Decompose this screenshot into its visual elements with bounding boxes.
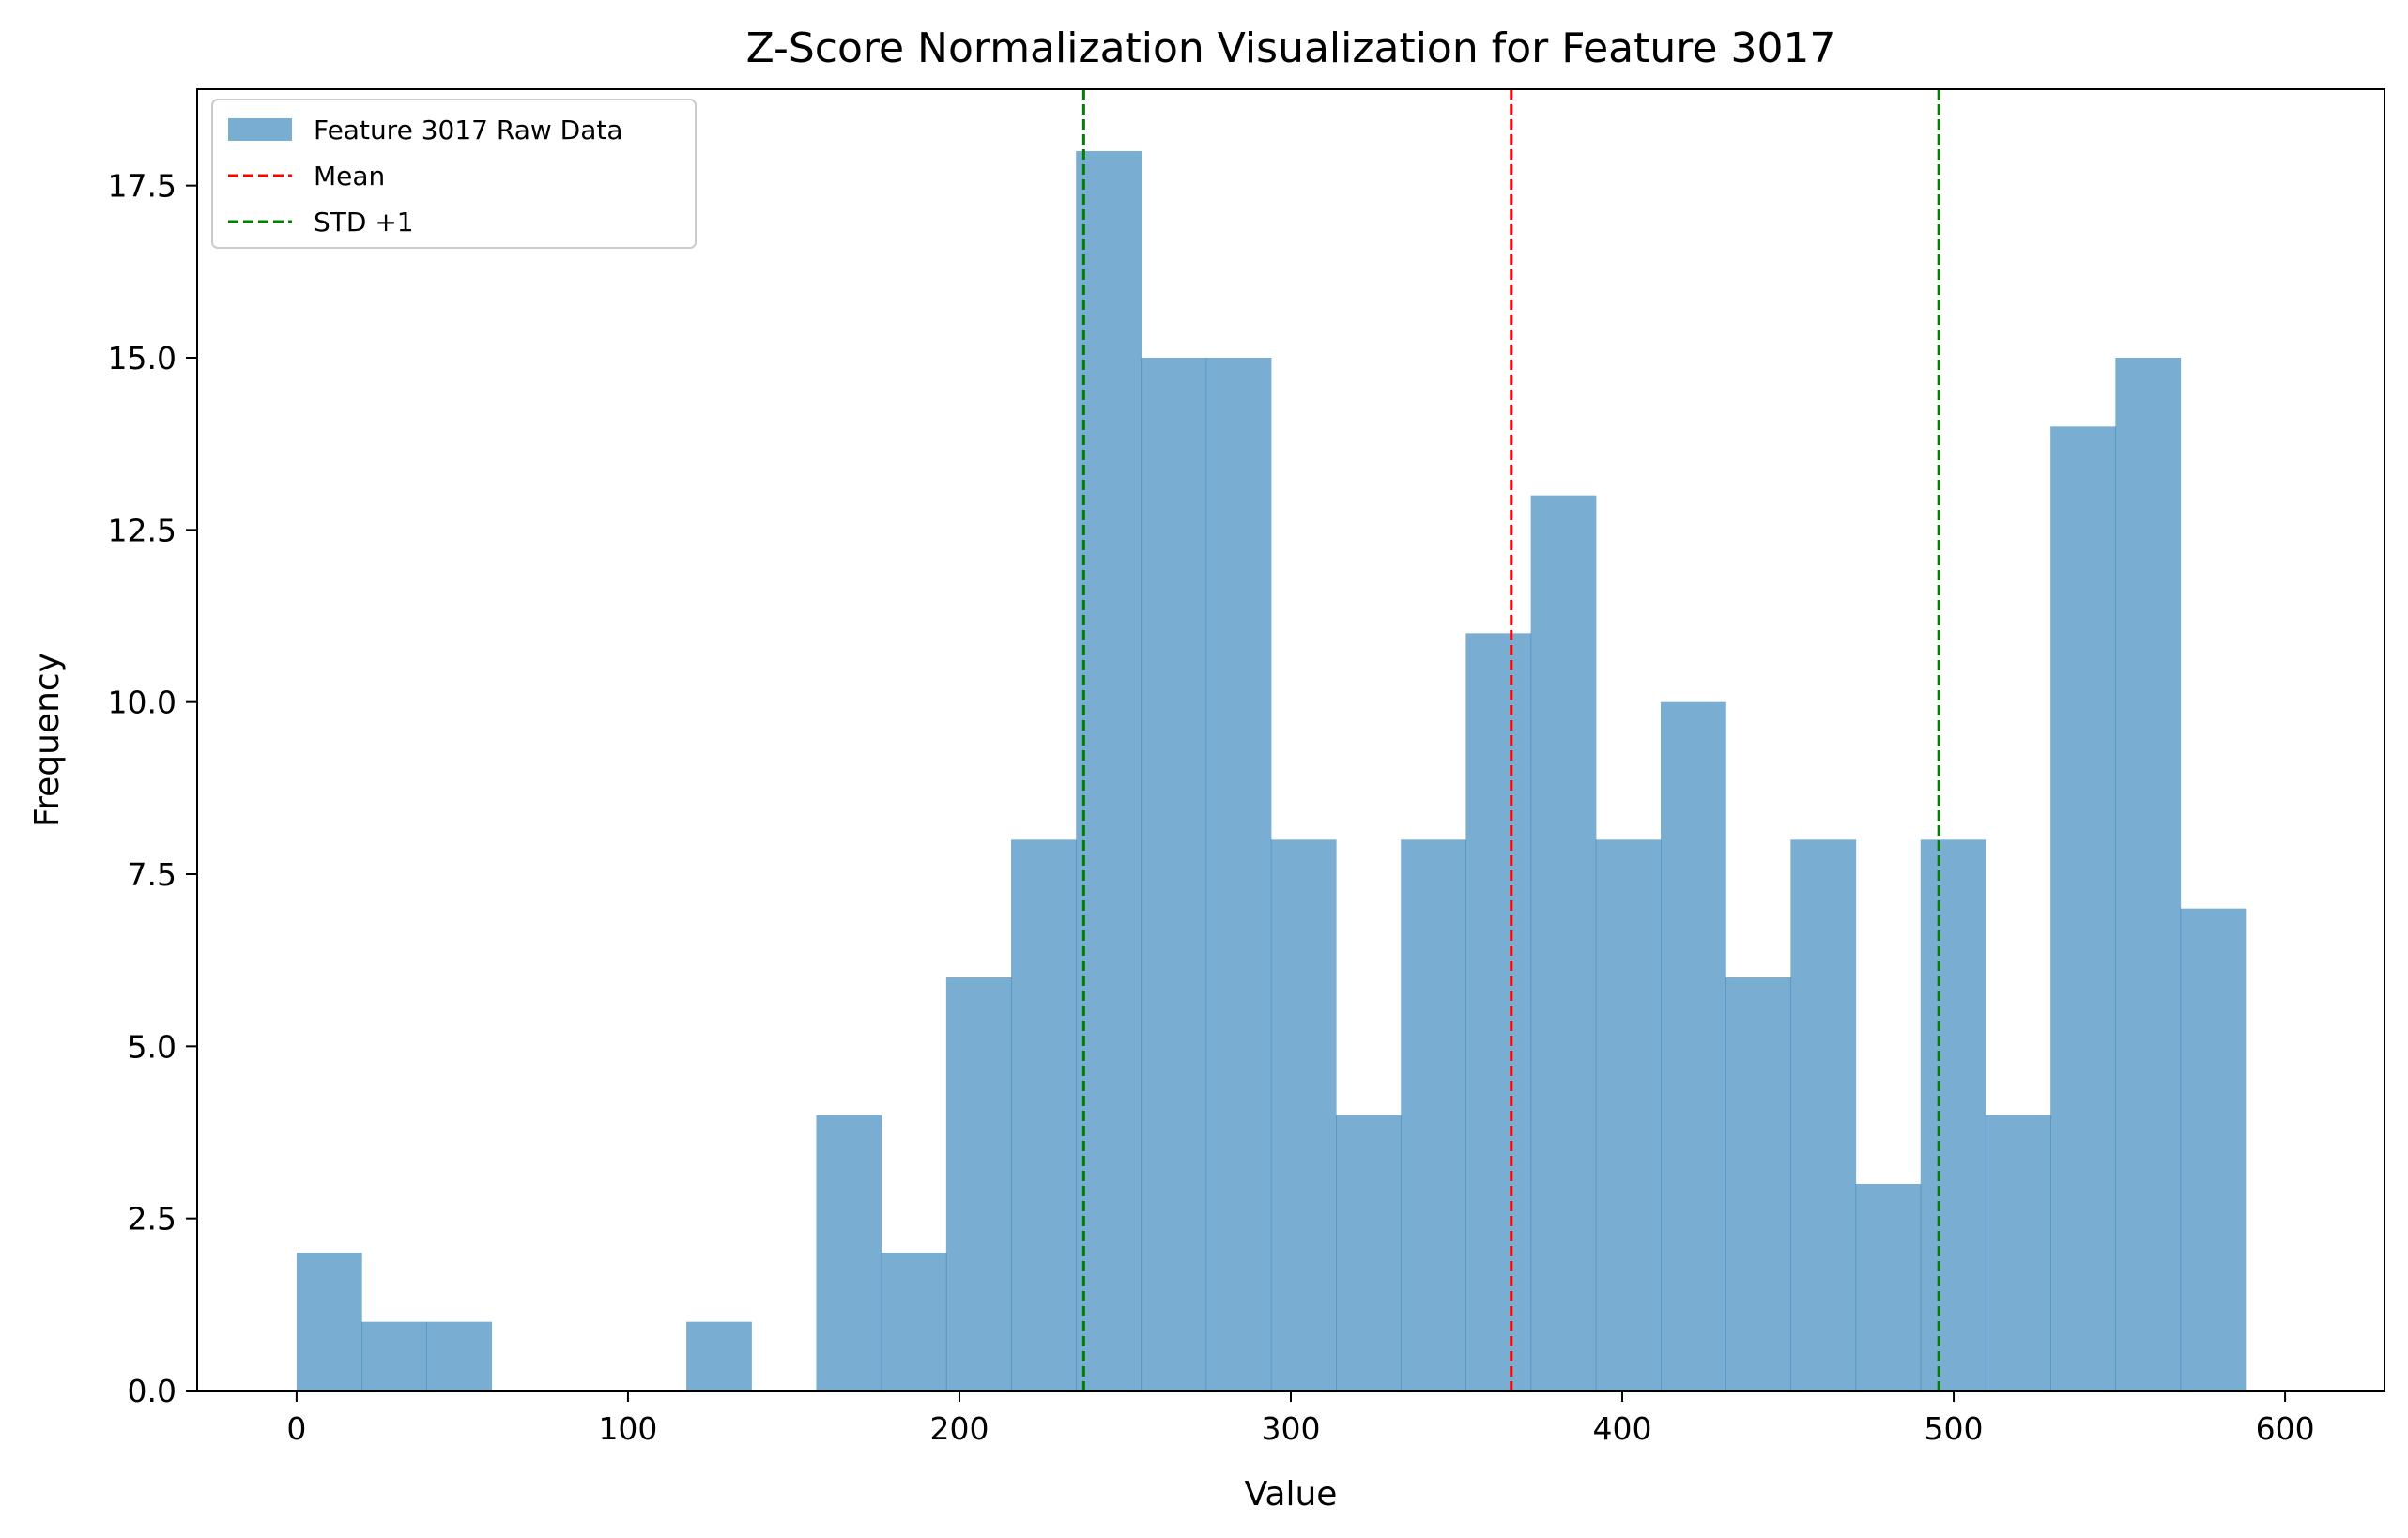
histogram-bar <box>1725 977 1791 1391</box>
histogram-bar <box>2050 426 2116 1391</box>
histogram-bar <box>2180 908 2247 1391</box>
histogram-bar <box>1855 1184 1922 1391</box>
legend: Feature 3017 Raw Data Mean STD +1 <box>211 99 697 249</box>
legend-box <box>211 99 697 249</box>
reference-lines <box>1081 89 1940 1391</box>
histogram-bars <box>296 151 2247 1391</box>
histogram-bar <box>1595 839 1662 1391</box>
histogram-bar <box>1465 633 1532 1391</box>
histogram-bar <box>1920 839 1986 1391</box>
x-tick-label: 200 <box>929 1410 989 1447</box>
histogram-bar <box>686 1321 752 1391</box>
x-axis-ticks: 0 100 200 300 400 500 600 <box>286 1391 2315 1447</box>
x-axis-label: Value <box>1245 1475 1338 1514</box>
legend-label-mean: Mean <box>314 161 385 192</box>
x-tick-label: 400 <box>1593 1410 1652 1447</box>
y-tick-label: 2.5 <box>128 1201 176 1238</box>
x-tick-label: 0 <box>286 1410 306 1447</box>
legend-label-std: STD +1 <box>314 207 414 238</box>
histogram-bar <box>1790 839 1857 1391</box>
histogram-bar <box>945 977 1012 1391</box>
histogram-bar <box>1401 839 1466 1391</box>
y-tick-label: 12.5 <box>108 512 176 548</box>
y-tick-label: 15.0 <box>108 340 176 377</box>
histogram-bar <box>1141 358 1207 1391</box>
histogram-bar <box>296 1253 362 1391</box>
y-axis-label: Frequency <box>28 653 67 827</box>
y-axis-ticks: 0.0 2.5 5.0 7.5 10.0 12.5 15.0 17.5 <box>108 168 197 1409</box>
x-tick-label: 300 <box>1262 1410 1321 1447</box>
legend-swatch-histogram <box>228 118 292 141</box>
histogram-bar <box>1530 495 1597 1391</box>
histogram-bar <box>1336 1115 1402 1391</box>
x-tick-label: 500 <box>1925 1410 1984 1447</box>
y-tick-label: 10.0 <box>108 684 176 721</box>
histogram-bar <box>881 1253 947 1391</box>
x-tick-label: 600 <box>2256 1410 2315 1447</box>
histogram-bar <box>361 1321 427 1391</box>
histogram-bar <box>1076 151 1143 1391</box>
histogram-bar <box>816 1115 882 1391</box>
histogram-bar <box>1205 358 1272 1391</box>
y-tick-label: 17.5 <box>108 168 176 205</box>
y-tick-label: 5.0 <box>128 1028 176 1065</box>
chart-title: Z-Score Normalization Visualization for … <box>746 24 1836 72</box>
histogram-bar <box>1660 701 1726 1391</box>
y-tick-label: 0.0 <box>128 1373 176 1409</box>
histogram-bar <box>426 1321 493 1391</box>
y-tick-label: 7.5 <box>128 856 176 893</box>
histogram-bar <box>2115 358 2182 1391</box>
histogram-bar <box>1985 1115 2051 1391</box>
histogram-bar <box>1011 839 1077 1391</box>
histogram-bar <box>1270 839 1337 1391</box>
legend-label-histogram: Feature 3017 Raw Data <box>314 115 623 146</box>
x-tick-label: 100 <box>598 1410 657 1447</box>
